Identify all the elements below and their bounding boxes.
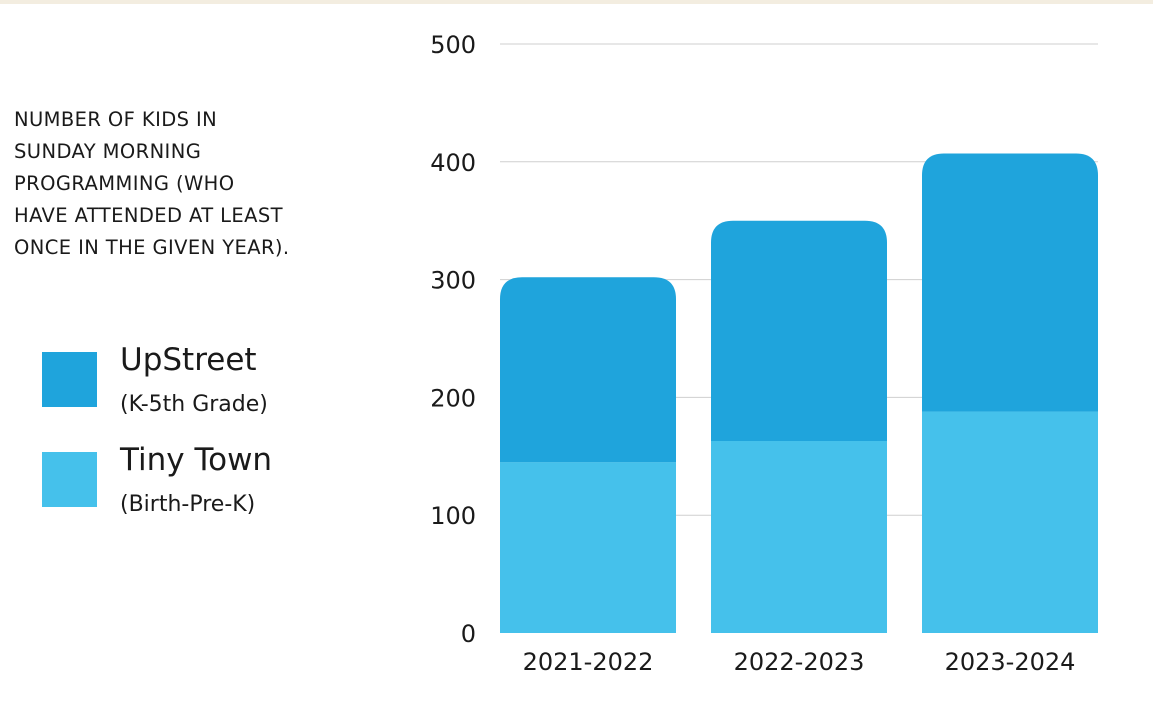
legend-sublabel-tiny-town: (Birth-Pre-K) bbox=[120, 492, 256, 517]
chart-title: NUMBER OF KIDS IN SUNDAY MORNING PROGRAM… bbox=[14, 108, 290, 259]
legend-item-tiny-town: Tiny Town (Birth-Pre-K) bbox=[42, 442, 372, 542]
x-tick-label-2021-2022: 2021-2022 bbox=[523, 648, 654, 676]
legend: UpStreet (K-5th Grade) Tiny Town (Birth-… bbox=[42, 342, 372, 542]
y-tick-label-500: 500 bbox=[430, 31, 476, 59]
y-tick-label-300: 300 bbox=[430, 267, 476, 295]
legend-swatch-tiny-town bbox=[42, 452, 97, 507]
y-tick-label-200: 200 bbox=[430, 384, 476, 412]
bar-upstreet-2023-2024 bbox=[922, 153, 1098, 412]
y-tick-label-100: 100 bbox=[430, 502, 476, 530]
y-tick-label-400: 400 bbox=[430, 149, 476, 177]
top-strip bbox=[0, 0, 1153, 4]
bar-upstreet-2021-2022 bbox=[500, 277, 676, 463]
bar-tiny-town-2021-2022 bbox=[500, 462, 676, 633]
y-tick-label-0: 0 bbox=[461, 620, 476, 648]
legend-label-upstreet: UpStreet bbox=[120, 342, 257, 378]
bar-upstreet-2022-2023 bbox=[711, 220, 887, 441]
legend-label-tiny-town: Tiny Town bbox=[120, 442, 273, 478]
bar-tiny-town-2022-2023 bbox=[711, 440, 887, 633]
x-tick-label-2023-2024: 2023-2024 bbox=[945, 648, 1076, 676]
legend-item-upstreet: UpStreet (K-5th Grade) bbox=[42, 342, 372, 442]
x-tick-label-2022-2023: 2022-2023 bbox=[734, 648, 865, 676]
legend-swatch-upstreet bbox=[42, 352, 97, 407]
legend-sublabel-upstreet: (K-5th Grade) bbox=[120, 392, 268, 417]
bar-tiny-town-2023-2024 bbox=[922, 411, 1098, 633]
